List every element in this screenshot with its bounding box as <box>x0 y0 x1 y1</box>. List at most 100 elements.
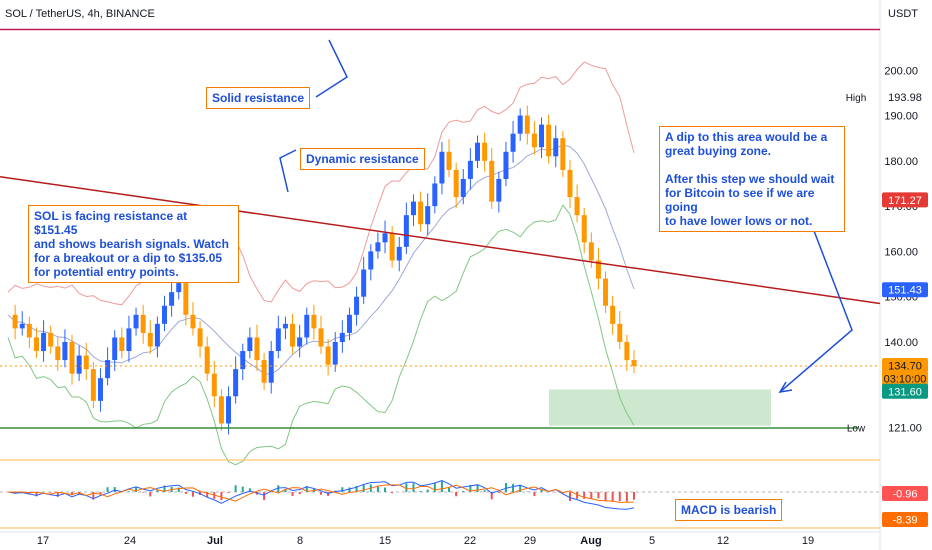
time-axis-label: 19 <box>802 535 814 547</box>
candle-body <box>261 360 267 383</box>
candle-body <box>126 328 132 352</box>
candle-body <box>133 314 139 329</box>
candle-body <box>282 323 288 329</box>
candle-body <box>48 332 54 347</box>
candle-body <box>105 360 111 379</box>
symbol-title[interactable]: SOL / TetherUS, 4h, BINANCE <box>5 8 155 20</box>
candle-body <box>211 373 217 397</box>
macd-bearish-note: MACD is bearish <box>675 499 783 521</box>
price-axis-badge <box>882 357 928 373</box>
candle-body <box>531 133 537 148</box>
candle-body <box>325 346 331 365</box>
candle-body <box>346 314 352 333</box>
time-axis-label: 17 <box>37 535 49 547</box>
arrow-to-buy-zone-head <box>778 381 793 394</box>
candle-body <box>581 215 587 243</box>
arrow-to-buy-zone <box>779 209 853 393</box>
candle-body <box>588 242 594 261</box>
macd-axis-badge <box>882 486 928 501</box>
sol-analysis-line: SOL is facing resistance at $151.45 <box>34 209 188 237</box>
candle-body <box>12 314 18 329</box>
time-axis-label: Jul <box>207 535 223 547</box>
candle-body <box>610 305 616 324</box>
candle-body <box>275 328 281 352</box>
candle-body <box>560 138 566 170</box>
candle-body <box>218 396 224 424</box>
dip-note-line: to have lower lows or not. <box>665 214 813 228</box>
candle-body <box>567 169 573 198</box>
candle-body <box>524 115 530 134</box>
arrow-up-dynamic-resistance <box>279 149 297 193</box>
sol-analysis-note: SOL is facing resistance at $151.45 and … <box>28 205 239 283</box>
dynamic-resistance-note: Dynamic resistance <box>300 148 425 170</box>
macd-axis-badge-label: -0.96 <box>892 489 917 501</box>
candle-body <box>240 351 246 370</box>
price-axis-badge <box>882 371 928 387</box>
time-axis-label: 29 <box>524 535 536 547</box>
candle-body <box>410 201 416 216</box>
candle-body <box>482 142 488 161</box>
candle-body <box>403 215 409 247</box>
price-axis-badge <box>882 383 928 399</box>
candle-body <box>467 160 473 179</box>
time-axis-label: 15 <box>379 535 391 547</box>
candle-body <box>147 332 153 347</box>
price-axis-tag: Low <box>847 424 866 435</box>
price-tick-label: 190.00 <box>884 111 918 123</box>
price-tick-label: 200.00 <box>884 65 918 77</box>
price-axis-badge-label: 121.00 <box>888 423 922 435</box>
candle-body <box>304 314 310 338</box>
candle-body <box>254 337 260 361</box>
candle-body <box>539 124 545 148</box>
dip-note-line <box>665 158 839 172</box>
price-tick-label: 140.00 <box>884 337 918 349</box>
candle-body <box>361 269 367 297</box>
candle-body <box>69 341 75 374</box>
candle-body <box>354 296 360 315</box>
candle-body <box>119 337 125 352</box>
candle-body <box>389 233 395 261</box>
candle-body <box>26 323 32 338</box>
candle-body <box>204 346 210 374</box>
candle-body <box>418 201 424 225</box>
dip-note-line: After this step we should wait <box>665 172 835 186</box>
candle-body <box>631 360 637 366</box>
candle-body <box>368 251 374 270</box>
candle-body <box>332 341 338 365</box>
sol-analysis-line: for potential entry points. <box>34 265 179 279</box>
macd-signal-line <box>8 484 635 503</box>
price-axis-badge-label: 151.43 <box>888 285 922 297</box>
sol-analysis-line: for a breakout or a dip to $135.05 <box>34 251 223 265</box>
candle-body <box>162 305 167 324</box>
candle-body <box>603 278 609 306</box>
candle-body <box>169 292 175 306</box>
candle-body <box>90 369 96 401</box>
currency-label[interactable]: USDT <box>888 8 918 20</box>
price-axis-badge-label: 193.98 <box>888 92 922 104</box>
candle-body <box>247 337 253 352</box>
candle-body <box>183 283 189 315</box>
solid-resistance-note: Solid resistance <box>206 87 311 109</box>
candle-body <box>197 328 203 347</box>
candle-body <box>33 337 39 352</box>
candle-body <box>55 346 61 361</box>
candle-body <box>503 151 509 179</box>
price-axis-badge <box>882 89 928 105</box>
candle-body <box>595 260 601 279</box>
price-axis-badge <box>882 192 928 208</box>
dynamic-resistance-trendline <box>0 175 881 305</box>
bollinger-lower-line <box>7 204 635 466</box>
candle-body <box>233 369 239 397</box>
candle-body <box>339 332 345 342</box>
candle-body <box>97 378 103 401</box>
candle-body <box>62 341 68 361</box>
candle-body <box>41 332 47 352</box>
candle-body <box>574 197 580 216</box>
candle-body <box>83 355 89 370</box>
candle-body <box>268 351 274 383</box>
dip-note-line: great buying zone. <box>665 144 772 158</box>
dip-zone-note: A dip to this area would be a great buyi… <box>659 126 845 232</box>
bollinger-upper-line <box>7 61 635 306</box>
macd-axis-badge-label: -8.39 <box>892 515 917 527</box>
